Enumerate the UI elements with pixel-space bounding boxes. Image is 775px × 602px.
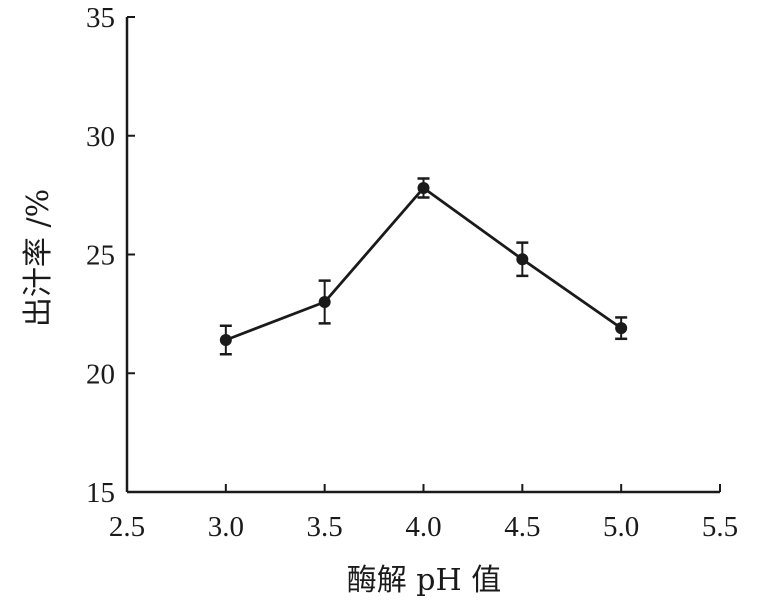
y-tick-label: 30 — [86, 121, 115, 153]
x-axis-title: 酶解 pH 值 — [347, 563, 501, 598]
y-tick-label: 35 — [86, 2, 115, 34]
series-line — [225, 186, 622, 342]
axes — [125, 17, 720, 494]
data-point — [417, 182, 430, 194]
data-point — [516, 253, 529, 266]
y-tick-label: 20 — [86, 358, 115, 390]
x-tick-label: 3.5 — [307, 511, 343, 543]
x-tick-label: 4.5 — [504, 511, 540, 543]
x-tick-label: 5.0 — [603, 511, 639, 543]
x-tick-label: 5.5 — [702, 511, 738, 543]
x-tick-label: 2.5 — [109, 511, 145, 543]
x-tick-label: 3.0 — [208, 511, 244, 543]
ticks: 2.5 3.0 3.5 4.0 4.5 5.0 5.5 15 20 25 30 35 — [86, 2, 738, 543]
data-point — [219, 334, 232, 346]
data-point — [318, 296, 331, 308]
data-point — [615, 322, 628, 335]
y-tick-label: 25 — [86, 240, 115, 272]
y-axis-title: 出汁率 /% — [21, 189, 56, 327]
y-tick-label: 15 — [86, 477, 115, 509]
series — [219, 177, 628, 356]
x-tick-label: 4.0 — [405, 511, 441, 543]
